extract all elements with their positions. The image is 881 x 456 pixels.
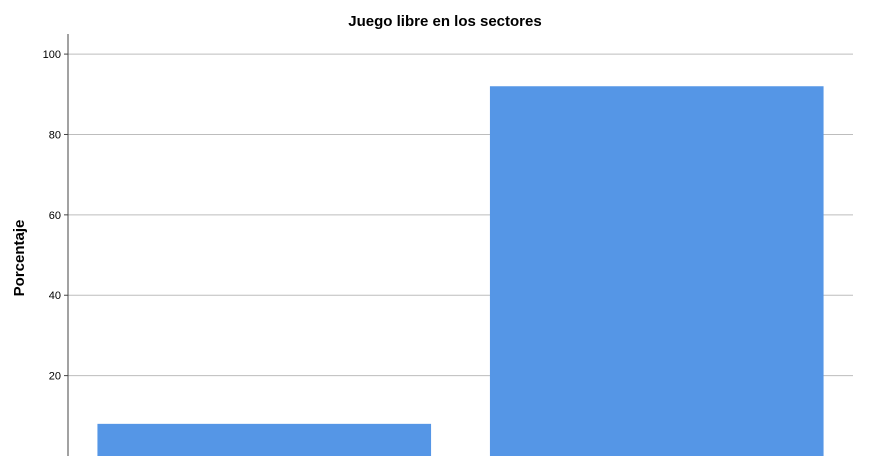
y-tick-label-20: 20 (49, 371, 61, 383)
y-tick-label-100: 100 (43, 49, 61, 61)
chart-title: Juego libre en los sectores (348, 13, 541, 30)
y-axis-label: Porcentaje (11, 220, 28, 297)
y-tick-label-60: 60 (49, 210, 61, 222)
y-tick-label-40: 40 (49, 290, 61, 302)
bar-2 (489, 86, 824, 456)
y-axis: 20 40 60 80 100 (43, 34, 69, 456)
bar-1 (97, 423, 432, 456)
y-tick-label-80: 80 (49, 129, 61, 141)
bars (97, 86, 824, 456)
